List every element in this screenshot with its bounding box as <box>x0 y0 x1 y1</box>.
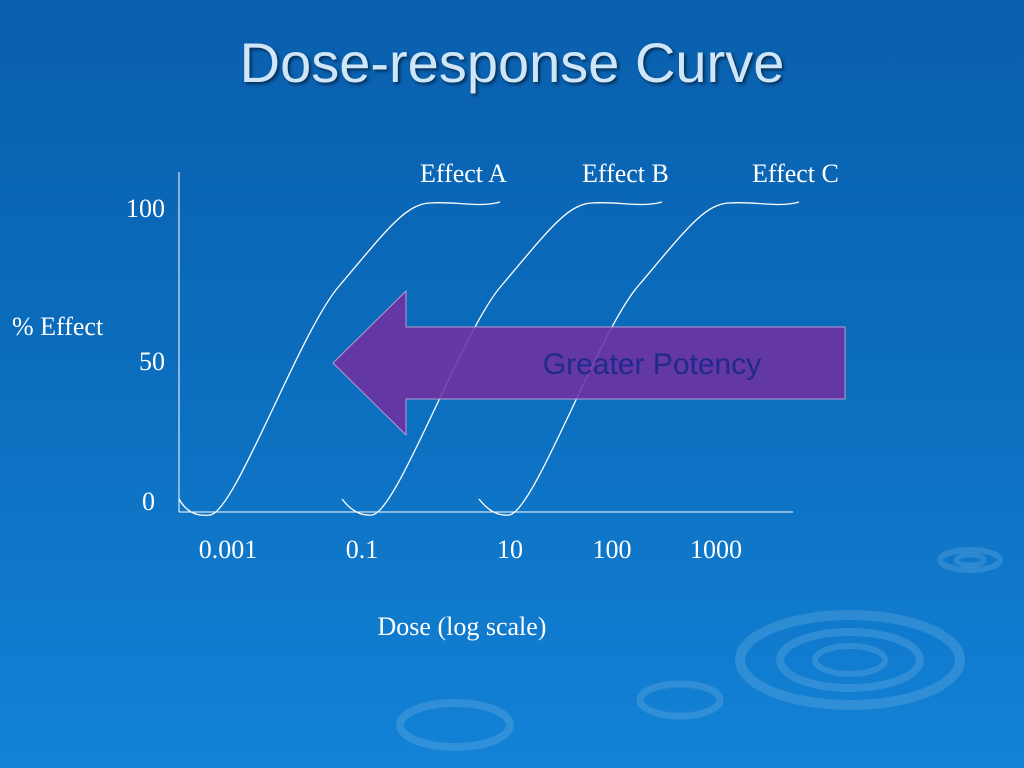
potency-arrow <box>332 289 846 437</box>
curve-effect-a <box>178 201 501 516</box>
background-ripples <box>396 547 1003 751</box>
curve-effect-b <box>341 201 663 516</box>
x-axis-title: Dose (log scale) <box>378 612 547 641</box>
x-tick-label: 10 <box>497 535 523 564</box>
page-title: Dose-response Curve <box>239 31 785 94</box>
curve-effect-c <box>478 201 800 516</box>
series-label-effect-a: Effect A <box>420 159 507 188</box>
potency-arrow-label: Greater Potency <box>543 348 761 381</box>
series-label-effect-b: Effect B <box>582 159 669 188</box>
x-tick-label: 100 <box>593 535 632 564</box>
y-axis-title: % Effect <box>12 312 104 341</box>
y-tick-label: 50 <box>139 347 165 376</box>
x-tick-label: 0.001 <box>199 535 258 564</box>
series-label-effect-c: Effect C <box>752 159 839 188</box>
y-tick-label: 100 <box>126 194 165 223</box>
y-tick-label: 0 <box>142 487 155 516</box>
x-tick-label: 0.1 <box>346 535 379 564</box>
x-tick-label: 1000 <box>690 535 742 564</box>
